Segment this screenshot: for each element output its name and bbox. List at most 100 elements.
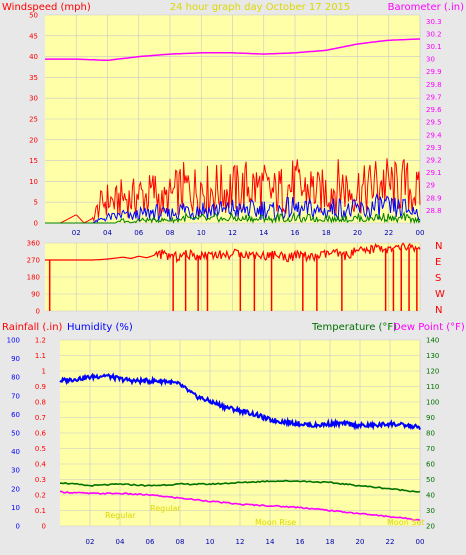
wind-low-line <box>45 211 421 225</box>
y2-tick-label: 29 <box>426 182 435 190</box>
x-tick-label: 20 <box>356 538 365 546</box>
y-tick-label: 20 <box>11 485 20 493</box>
y-tick-label: 30 <box>29 95 38 103</box>
temp-panel-grid <box>60 339 421 527</box>
wind-panel-series <box>45 38 421 225</box>
y2-tick-label: 130 <box>426 352 439 360</box>
temp-panel-series <box>59 372 421 522</box>
y2-tick-label: 30 <box>426 56 435 64</box>
y2-tick-label: 30.1 <box>426 43 442 51</box>
y-tick-label: 0 <box>16 523 20 531</box>
y2-tick-label: 20 <box>426 523 435 531</box>
x-tick-label: 08 <box>176 538 185 546</box>
x-tick-label: 10 <box>197 229 206 237</box>
y-tick-label: 50 <box>11 430 20 438</box>
annotation: Regular <box>150 504 181 513</box>
x-tick-label: 14 <box>259 229 268 237</box>
y-tick-label: 40 <box>11 448 20 456</box>
y-tick-label: 40 <box>29 53 38 61</box>
y2-tick-label: 30.3 <box>426 18 442 26</box>
y2-tick-label: 30.2 <box>426 30 442 38</box>
y2-tick-label: 140 <box>426 337 439 345</box>
x-tick-label: 00 <box>416 229 425 237</box>
y-tick-label: 5 <box>34 199 38 207</box>
y2-tick-label: 100 <box>426 399 439 407</box>
y-tick-label: 0.5 <box>35 445 46 453</box>
rainfall-axis-label: Rainfall (.in) <box>2 322 63 333</box>
y-tick-label: 1.1 <box>35 352 46 360</box>
y2-tick-label: 29.8 <box>426 81 442 89</box>
x-tick-label: 22 <box>386 538 395 546</box>
y2-tick-label: 29.7 <box>426 93 442 101</box>
compass-label: N <box>435 305 442 316</box>
y2-tick-label: 29.3 <box>426 144 442 152</box>
x-tick-label: 10 <box>206 538 215 546</box>
y-tick-label: 50 <box>29 12 38 20</box>
y-tick-label: 25 <box>29 116 38 124</box>
y-tick-label: 360 <box>27 240 40 248</box>
y-tick-label: 0.8 <box>35 399 46 407</box>
compass-label: W <box>435 289 445 300</box>
wind-panel-ticks: 0 5 10 15 20 25 30 35 40 45 50 28.8 28.9 29 29.1 29.2 29… <box>29 12 442 238</box>
y2-tick-label: 29.9 <box>426 68 442 76</box>
y-tick-label: 0.1 <box>35 507 46 515</box>
y-tick-label: 0.2 <box>35 492 46 500</box>
y-tick-label: 10 <box>11 504 20 512</box>
y2-tick-label: 110 <box>426 383 439 391</box>
x-tick-label: 00 <box>416 538 425 546</box>
y-tick-label: 1.2 <box>35 337 46 345</box>
y-tick-label: 90 <box>31 291 40 299</box>
y2-tick-label: 30 <box>426 507 435 515</box>
x-tick-label: 18 <box>326 538 335 546</box>
y-tick-label: 35 <box>29 74 38 82</box>
x-tick-label: 08 <box>166 229 175 237</box>
direction-line <box>45 242 421 264</box>
y-tick-label: 80 <box>11 374 20 382</box>
y2-tick-label: 40 <box>426 492 435 500</box>
annotation: Regular <box>105 511 136 520</box>
y2-tick-label: 29.6 <box>426 106 442 114</box>
y-tick-label: 0 <box>42 523 46 531</box>
annotation: Moon Set <box>387 518 424 527</box>
y-tick-label: 70 <box>11 392 20 400</box>
x-tick-label: 12 <box>228 229 237 237</box>
barometer-axis-label: Barometer (.in) <box>388 2 464 13</box>
y2-tick-label: 50 <box>426 476 435 484</box>
chart-title: 24 hour graph day October 17 2015 <box>170 2 351 13</box>
y-tick-label: 60 <box>11 411 20 419</box>
y2-tick-label: 29.5 <box>426 119 442 127</box>
y-tick-label: 0.4 <box>35 461 47 469</box>
x-tick-label: 06 <box>134 229 143 237</box>
y2-tick-label: 28.8 <box>426 207 442 215</box>
annotation: Moon Rise <box>255 518 296 527</box>
wind-gust-line <box>45 158 421 224</box>
direction-panel-grid <box>45 242 421 312</box>
x-tick-label: 04 <box>103 229 112 237</box>
y-tick-label: 30 <box>11 467 20 475</box>
y-tick-label: 0.9 <box>35 383 46 391</box>
barometer-line <box>45 38 421 62</box>
compass-label: S <box>435 273 441 284</box>
x-tick-label: 14 <box>266 538 275 546</box>
y2-tick-label: 90 <box>426 414 435 422</box>
y2-tick-label: 29.2 <box>426 156 442 164</box>
y-tick-label: 20 <box>29 136 38 144</box>
x-tick-label: 16 <box>291 229 300 237</box>
temperature-axis-label: Temperature (°F) <box>311 322 397 333</box>
x-tick-label: 16 <box>296 538 305 546</box>
compass-label: E <box>435 257 441 268</box>
y-tick-label: 10 <box>29 178 38 186</box>
dewpoint-line <box>59 490 421 522</box>
y2-tick-label: 70 <box>426 445 435 453</box>
x-tick-label: 06 <box>146 538 155 546</box>
y-tick-label: 0 <box>34 220 38 228</box>
wind-avg-line <box>45 192 421 224</box>
y-tick-label: 0.7 <box>35 414 46 422</box>
temp-panel-ticks: 010203040506070809010000.10.20.30.40.50.… <box>7 337 440 547</box>
y-tick-label: 270 <box>27 257 40 265</box>
x-tick-label: 20 <box>353 229 362 237</box>
compass-label: N <box>435 241 442 252</box>
x-tick-label: 02 <box>72 229 81 237</box>
